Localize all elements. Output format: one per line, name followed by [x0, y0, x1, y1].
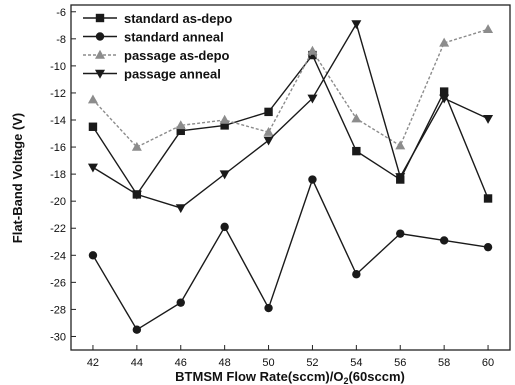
data-point	[87, 163, 98, 173]
y-tick-label: -26	[50, 277, 66, 289]
data-point	[395, 140, 406, 150]
y-axis-title: Flat-Band Voltage (V)	[10, 113, 25, 243]
x-tick-label: 60	[482, 357, 494, 369]
data-point	[263, 136, 274, 146]
series-circle	[88, 175, 493, 334]
legend-marker	[95, 13, 105, 23]
data-point	[483, 242, 493, 252]
y-tick-label: -22	[50, 223, 66, 235]
data-point	[351, 20, 362, 30]
legend-label: standard anneal	[124, 30, 224, 45]
legend-label: passage anneal	[124, 67, 221, 82]
data-point	[352, 270, 361, 279]
data-point	[483, 24, 494, 34]
legend-entry: passage anneal	[83, 67, 221, 82]
data-point	[219, 114, 230, 124]
data-point	[439, 37, 450, 47]
data-point	[131, 190, 142, 200]
data-point	[439, 87, 449, 96]
data-point	[175, 120, 186, 130]
x-tick-label: 46	[175, 357, 187, 369]
x-tick-label: 48	[219, 357, 231, 369]
series-line	[92, 22, 489, 209]
y-tick-label: -18	[50, 169, 66, 181]
data-point	[307, 94, 318, 104]
x-tick-label: 50	[262, 357, 274, 369]
series-triangle-up	[87, 24, 494, 151]
y-tick-label: -8	[56, 34, 66, 46]
legend-marker	[95, 69, 105, 79]
y-tick-label: -10	[50, 61, 66, 73]
y-tick-label: -20	[50, 196, 66, 208]
x-tick-label: 58	[438, 357, 450, 369]
x-tick-label: 42	[87, 357, 99, 369]
data-point	[308, 50, 317, 60]
tick-marks	[71, 11, 489, 350]
x-axis-title-subscript: 2	[343, 376, 348, 385]
x-tick-label: 54	[350, 357, 362, 369]
y-tick-label: -16	[50, 142, 66, 154]
data-point	[176, 126, 185, 136]
x-tick-label: 44	[131, 357, 143, 369]
plot-frame	[70, 4, 511, 351]
data-point	[88, 122, 98, 131]
series-line	[92, 177, 489, 331]
data-point	[395, 173, 406, 183]
data-point	[439, 94, 450, 104]
series-line	[92, 28, 489, 148]
data-point	[219, 170, 230, 180]
data-point	[308, 175, 317, 184]
y-tick-label: -28	[50, 304, 66, 316]
data-point	[483, 114, 494, 124]
legend-label: standard as-depo	[124, 11, 232, 26]
data-point	[439, 236, 449, 245]
legend: standard as-depo standard anneal passage a…	[83, 11, 232, 82]
data-point	[176, 298, 185, 307]
x-tick-label: 56	[394, 357, 406, 369]
legend-entry: passage as-depo	[83, 48, 230, 63]
data-point	[264, 107, 273, 117]
legend-marker	[95, 49, 105, 59]
x-axis-title-tail: (60sccm)	[348, 369, 404, 384]
series-group	[87, 20, 494, 334]
data-point	[483, 194, 493, 203]
data-point	[396, 229, 405, 238]
data-point	[87, 94, 98, 104]
series-square	[88, 50, 493, 203]
series-triangle-down	[87, 20, 494, 214]
y-tick-label: -12	[50, 88, 66, 100]
x-axis-title: BTMSM Flow Rate(sccm)/O2(60sccm)	[175, 369, 405, 385]
data-point	[352, 146, 361, 156]
y-tick-label: -6	[56, 7, 66, 19]
data-point	[131, 141, 142, 151]
legend-marker	[95, 32, 105, 41]
legend-label: passage as-depo	[124, 48, 230, 63]
data-point	[264, 303, 273, 313]
data-point	[132, 325, 142, 334]
legend-entry: standard anneal	[83, 30, 224, 45]
data-point	[220, 121, 229, 130]
y-tick-label: -24	[50, 250, 66, 262]
x-tick-label: 52	[306, 357, 318, 369]
legend-entry: standard as-depo	[83, 11, 232, 26]
tick-labels: -6 -8 -10 -12 -14 -16 -18 -20 -22 -24 -26 -28 -30 42 4…	[50, 7, 494, 369]
y-tick-label: -14	[50, 115, 66, 127]
data-point	[351, 113, 362, 123]
data-point	[220, 222, 229, 232]
y-tick-label: -30	[50, 331, 66, 343]
data-point	[263, 126, 274, 136]
data-point	[175, 204, 186, 214]
data-point	[307, 45, 318, 55]
data-point	[88, 251, 98, 260]
x-axis-title-main: BTMSM Flow Rate(sccm)/O	[175, 369, 343, 384]
series-line	[92, 53, 489, 199]
